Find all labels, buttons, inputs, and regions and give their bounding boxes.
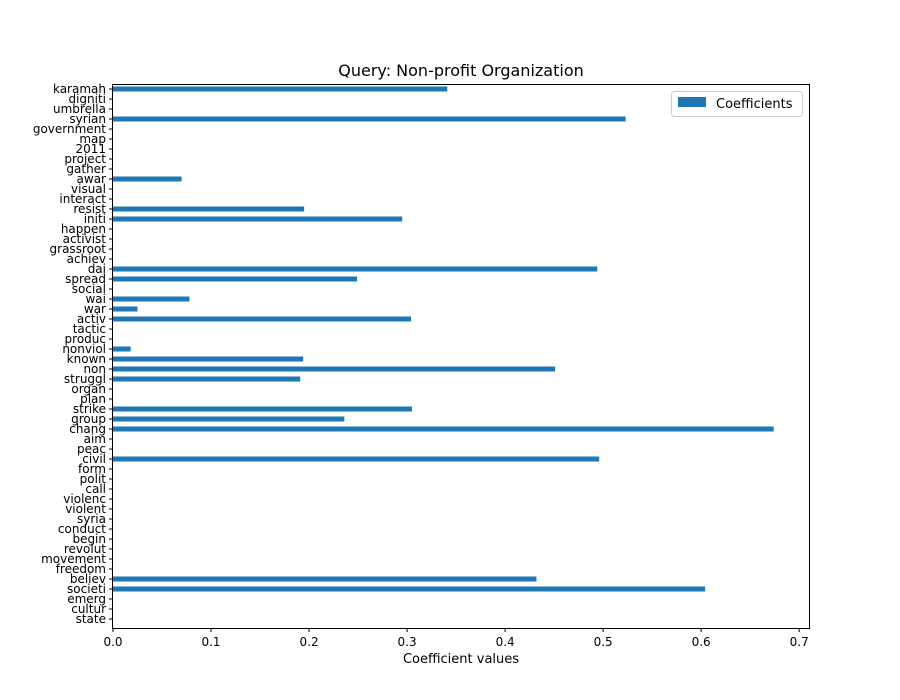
x-axis-ticks: 0.0 0.1 0.2 0.3 0.4 0.5 0.6 0.7 — [103, 628, 809, 649]
y-tick-label: activ — [77, 312, 106, 326]
y-tick-label: awar — [77, 172, 107, 186]
y-tick-label: call — [85, 482, 106, 496]
bar-strike — [113, 406, 412, 412]
bar-awar — [113, 176, 182, 182]
y-tick-label: civil — [82, 452, 106, 466]
x-tick-label: 0.6 — [692, 635, 711, 649]
y-tick-label: syria — [77, 512, 106, 526]
bar-non — [113, 366, 556, 372]
y-tick-label: social — [72, 282, 106, 296]
y-tick-label: emerg — [67, 592, 106, 606]
x-tick-label: 0.4 — [496, 635, 515, 649]
y-tick-label: believ — [70, 572, 106, 586]
y-tick-label: initi — [84, 212, 106, 226]
bar-wai — [113, 296, 190, 302]
y-tick-label: project — [64, 152, 106, 166]
y-tick-label: syrian — [69, 112, 106, 126]
bar-war — [113, 306, 138, 312]
x-tick-label: 0.2 — [300, 635, 319, 649]
y-tick-label: cultur — [71, 602, 106, 616]
y-tick-label: karamah — [53, 82, 106, 96]
y-tick-label: digniti — [68, 92, 106, 106]
chart-title: Query: Non-profit Organization — [338, 61, 584, 80]
bar-activ — [113, 316, 412, 322]
y-tick-label: happen — [61, 222, 106, 236]
y-tick-label: known — [67, 352, 106, 366]
bar-societi — [113, 586, 706, 592]
y-tick-label: spread — [65, 272, 106, 286]
legend-swatch — [678, 97, 706, 107]
y-tick-label: freedom — [56, 562, 106, 576]
y-tick-label: activist — [63, 232, 107, 246]
y-tick-label: organ — [71, 382, 106, 396]
bar-believ — [113, 576, 537, 582]
y-tick-label: map — [79, 132, 106, 146]
x-tick-label: 0.1 — [201, 635, 220, 649]
y-tick-label: polit — [80, 472, 107, 486]
bar-civil — [113, 456, 600, 462]
legend: Coefficients — [671, 91, 803, 117]
y-tick-label: peac — [77, 442, 106, 456]
y-tick-label: conduct — [58, 522, 106, 536]
x-tick-label: 0.5 — [594, 635, 613, 649]
bar-dai — [113, 266, 598, 272]
x-tick-label: 0.0 — [103, 635, 122, 649]
y-tick-label: strike — [73, 402, 106, 416]
y-tick-label: grassroot — [50, 242, 107, 256]
y-tick-label: begin — [72, 532, 106, 546]
x-tick-label: 0.7 — [790, 635, 809, 649]
y-tick-label: dai — [88, 262, 106, 276]
y-tick-label: form — [78, 462, 106, 476]
y-tick-label: resist — [73, 202, 106, 216]
bars-group — [113, 86, 774, 592]
bar-karamah — [113, 86, 448, 92]
bar-spread — [113, 276, 358, 282]
y-tick-label: non — [83, 362, 106, 376]
x-axis-label: Coefficient values — [403, 652, 519, 667]
bar-resist — [113, 206, 305, 212]
y-axis-ticks: stateculturemergsocietibelievfreedommove… — [33, 82, 113, 626]
y-tick-label: produc — [65, 332, 106, 346]
y-tick-label: tactic — [73, 322, 106, 336]
bar-nonviol — [113, 346, 131, 352]
bar-known — [113, 356, 304, 362]
y-tick-label: struggl — [64, 372, 106, 386]
y-tick-label: umbrella — [53, 102, 106, 116]
bar-group — [113, 416, 345, 422]
y-tick-label: plan — [80, 392, 106, 406]
y-tick-label: war — [84, 302, 106, 316]
plot-frame — [112, 84, 810, 629]
y-tick-label: interact — [59, 192, 106, 206]
bar-syrian — [113, 116, 626, 122]
y-tick-label: 2011 — [75, 142, 106, 156]
y-tick-label: chang — [69, 422, 106, 436]
y-tick-label: state — [76, 612, 106, 626]
y-tick-label: nonviol — [62, 342, 106, 356]
y-tick-label: movement — [41, 552, 106, 566]
bar-initi — [113, 216, 403, 222]
y-tick-label: societi — [67, 582, 106, 596]
legend-label: Coefficients — [716, 97, 793, 112]
bar-struggl — [113, 376, 301, 382]
y-tick-label: revolut — [64, 542, 106, 556]
y-tick-label: violenc — [63, 492, 106, 506]
y-tick-label: achiev — [67, 252, 106, 266]
x-tick-label: 0.3 — [398, 635, 417, 649]
y-tick-label: aim — [84, 432, 106, 446]
y-tick-label: government — [33, 122, 106, 136]
y-tick-label: violent — [65, 502, 106, 516]
y-tick-label: group — [71, 412, 106, 426]
y-tick-label: wai — [85, 292, 106, 306]
bar-chang — [113, 426, 774, 432]
y-tick-label: visual — [71, 182, 106, 196]
y-tick-label: gather — [66, 162, 106, 176]
